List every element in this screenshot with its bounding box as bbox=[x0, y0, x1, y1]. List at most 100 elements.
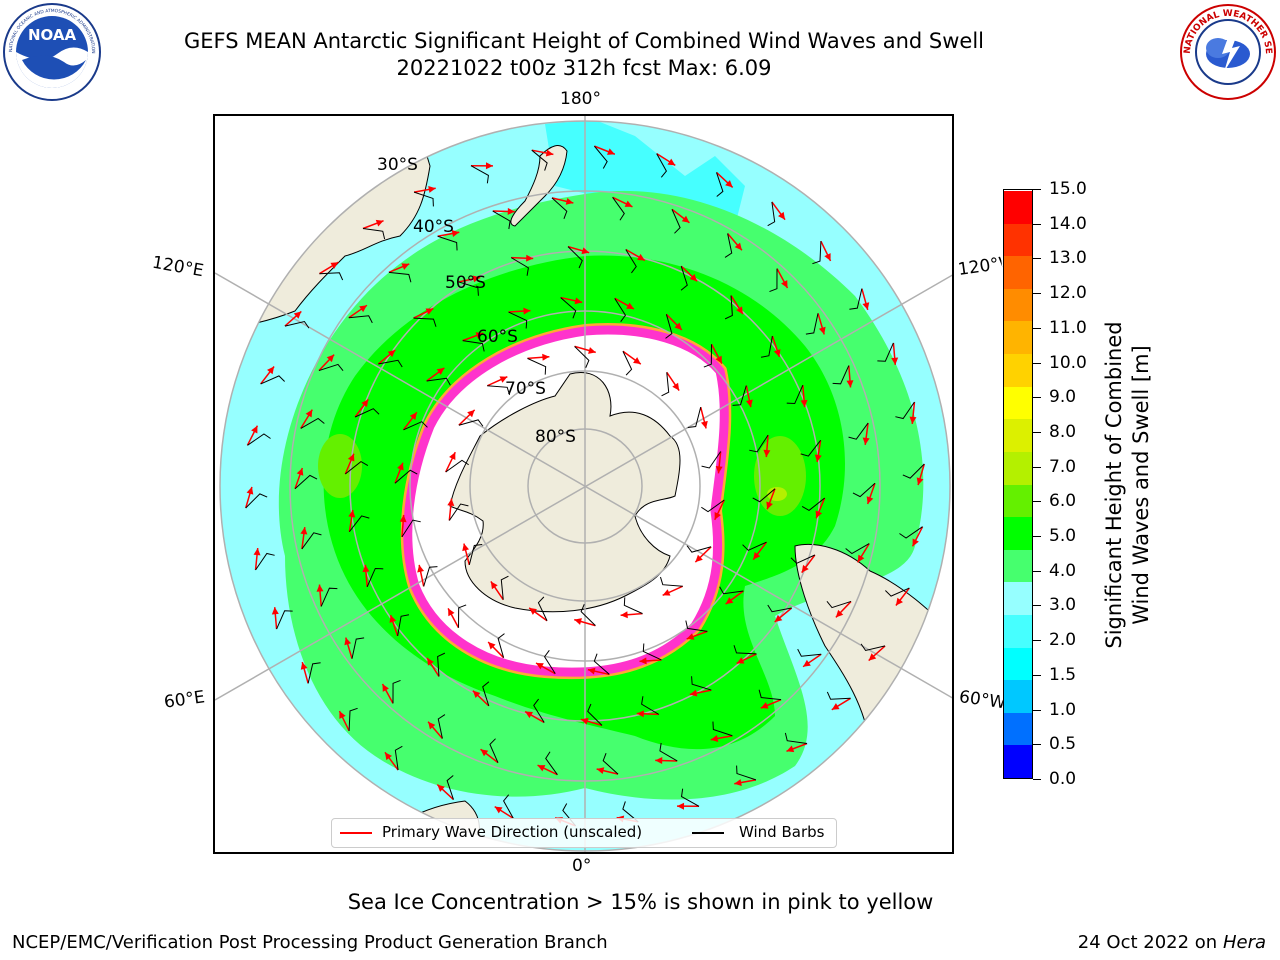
wave-arrow-head bbox=[639, 657, 647, 665]
sea-ice-caption: Sea Ice Concentration > 15% is shown in … bbox=[347, 890, 934, 914]
wave-arrow-head bbox=[815, 510, 823, 519]
wave-arrow-head bbox=[607, 148, 615, 155]
wave-arrow-head bbox=[499, 376, 508, 383]
wave-arrow-head bbox=[536, 662, 544, 670]
wind-barb bbox=[437, 652, 446, 677]
wind-barb bbox=[294, 474, 318, 490]
wind-barb bbox=[593, 145, 608, 169]
wind-barb bbox=[665, 314, 673, 339]
madagascar-land bbox=[220, 769, 297, 819]
wind-barb bbox=[307, 662, 321, 684]
wave-arrow-head bbox=[480, 749, 489, 757]
colorbar-tick-label: 12.0 bbox=[1049, 283, 1087, 304]
wave-arrow-head bbox=[451, 230, 460, 237]
lon-label-0: 0° bbox=[572, 856, 592, 876]
wave-arrow-head bbox=[542, 353, 550, 361]
wind-legend-line bbox=[692, 832, 724, 834]
lon-label-120w: 120°W bbox=[956, 254, 1004, 280]
colorbar-tick-label: 0.0 bbox=[1049, 769, 1077, 789]
colorbar-tick bbox=[1033, 779, 1041, 780]
wind-barb bbox=[877, 342, 894, 362]
wind-barb bbox=[719, 586, 744, 595]
wind-barb bbox=[587, 703, 603, 726]
colorbar-tick-label: 8.0 bbox=[1049, 421, 1077, 442]
wind-barb bbox=[445, 459, 469, 473]
wave-arrow-head bbox=[753, 551, 761, 560]
wave-arrow-head bbox=[774, 614, 783, 622]
wave-arrow-head bbox=[667, 158, 676, 166]
wind-barb bbox=[895, 401, 915, 420]
wave-arrow-head bbox=[800, 399, 808, 408]
wind-barb bbox=[446, 775, 454, 800]
wave-arrow-head bbox=[449, 452, 456, 461]
wind-barb bbox=[680, 265, 688, 291]
wind-barb bbox=[760, 335, 773, 358]
wind-barb bbox=[716, 172, 724, 197]
wind-barb bbox=[489, 738, 499, 763]
wave-arrow-head bbox=[545, 149, 554, 157]
wind-barb bbox=[423, 566, 438, 587]
wave-arrow-head bbox=[316, 584, 324, 592]
colorbar-segment bbox=[1004, 386, 1032, 420]
wave-arrow-head bbox=[773, 349, 781, 357]
wave-arrow-head bbox=[427, 657, 434, 666]
wind-barb bbox=[567, 246, 583, 269]
colorbar-tick bbox=[1033, 536, 1041, 538]
wave-arrow-head bbox=[626, 302, 634, 310]
wave-arrow-head bbox=[714, 511, 721, 520]
wave-arrow-head bbox=[725, 180, 733, 188]
wind-barb bbox=[394, 745, 403, 771]
footer-date: 24 Oct 2022 on Hera bbox=[1078, 932, 1266, 953]
wind-barb bbox=[510, 257, 529, 276]
wave-arrow-head bbox=[686, 633, 695, 640]
wave-arrow-head bbox=[523, 307, 531, 315]
colorbar-tick bbox=[1033, 327, 1041, 329]
colorbar bbox=[1003, 189, 1033, 779]
wind-barb bbox=[354, 408, 380, 418]
colorbar-segment bbox=[1004, 255, 1032, 289]
wind-barb bbox=[397, 614, 410, 637]
lat-label-30s: 30°S bbox=[377, 155, 418, 175]
wind-barb bbox=[691, 676, 712, 691]
wind-barb bbox=[805, 313, 819, 335]
wave-arrow-head bbox=[695, 554, 703, 563]
wind-barb bbox=[742, 541, 767, 551]
colorbar-tick bbox=[1033, 431, 1041, 433]
latitude-labels: 30°S 40°S 50°S 60°S 70°S 80°S bbox=[377, 155, 576, 447]
wind-barb bbox=[641, 696, 660, 715]
colorbar-tick bbox=[1033, 189, 1041, 190]
svg-text:NOAA: NOAA bbox=[28, 26, 77, 44]
wave-arrow-head bbox=[425, 308, 434, 315]
wave-field-5to6 bbox=[754, 436, 806, 516]
wind-barb bbox=[623, 597, 643, 615]
wind-barb bbox=[527, 357, 547, 375]
colorbar-title-line2: Wind Waves and Swell [m] bbox=[1129, 345, 1153, 625]
wave-arrow-head bbox=[745, 399, 753, 408]
wind-barb bbox=[749, 434, 769, 453]
wave-arrow-head bbox=[462, 543, 470, 552]
wave-arrow-head bbox=[359, 305, 367, 313]
wave-arrow-head bbox=[734, 779, 742, 786]
wind-barb bbox=[767, 201, 776, 227]
wind-barb bbox=[681, 788, 700, 807]
wave-arrow-head bbox=[916, 477, 924, 486]
wave-arrow-head bbox=[760, 702, 769, 709]
colorbar-title: Significant Height of Combined Wind Wave… bbox=[1101, 275, 1155, 695]
wave-arrow-head bbox=[361, 399, 369, 408]
lat-label-50s: 50°S bbox=[445, 273, 486, 293]
wind-barb bbox=[362, 228, 386, 240]
wave-arrow-head bbox=[781, 280, 788, 289]
wind-barb bbox=[580, 604, 596, 626]
wind-barb bbox=[448, 503, 469, 521]
wave-arrow-head bbox=[296, 468, 304, 476]
wave-arrow-head bbox=[891, 357, 899, 365]
wave-arrow-head bbox=[417, 564, 425, 573]
wind-barbs bbox=[245, 145, 925, 827]
wind-barb bbox=[320, 587, 338, 607]
wind-barb bbox=[437, 235, 458, 251]
colorbar-tick-label: 9.0 bbox=[1049, 387, 1077, 408]
wind-barb bbox=[642, 643, 662, 661]
wind-barb bbox=[394, 469, 418, 484]
wave-arrow-head bbox=[348, 509, 356, 518]
wave-arrow-head bbox=[725, 597, 734, 605]
